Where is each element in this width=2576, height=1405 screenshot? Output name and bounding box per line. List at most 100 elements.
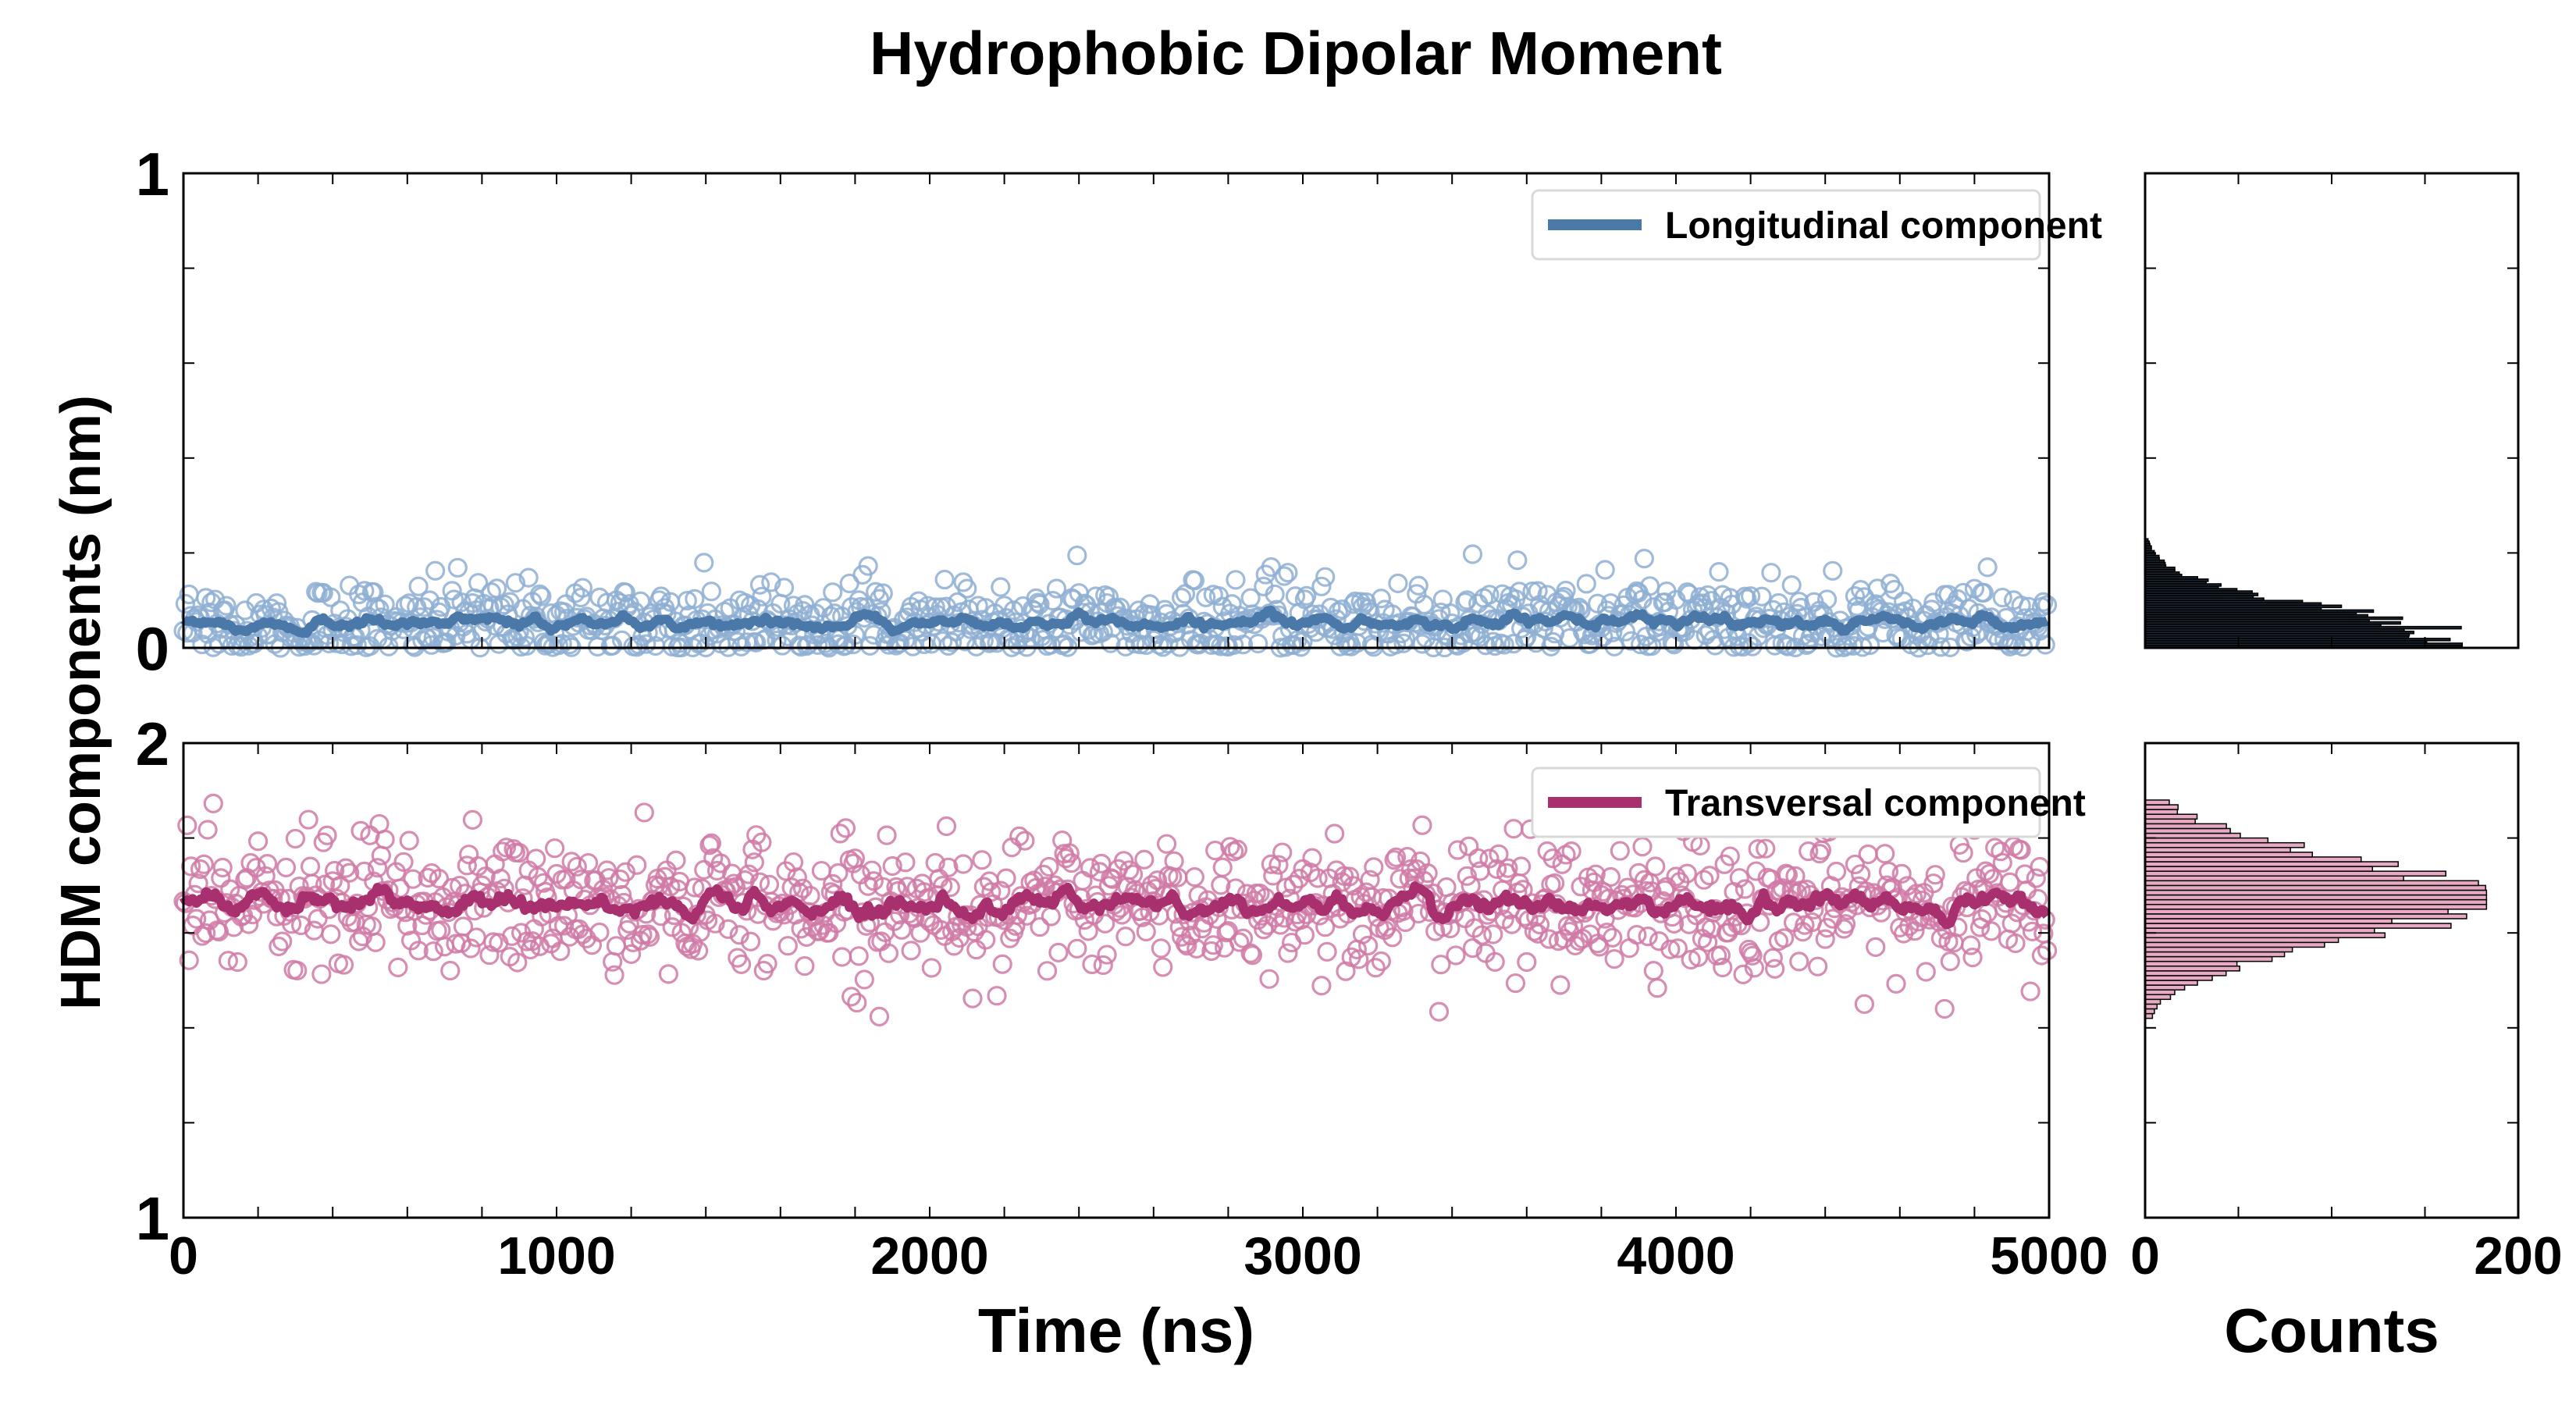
data-point (862, 860, 882, 880)
data-point (1384, 850, 1404, 870)
data-point (1073, 870, 1093, 891)
x-tick-label: 0 (169, 1226, 198, 1286)
histogram-bars (2144, 538, 2464, 649)
data-point (532, 586, 552, 606)
data-point (807, 635, 828, 655)
data-point (1627, 924, 1647, 945)
data-point (375, 829, 395, 850)
data-point (1349, 949, 1369, 969)
data-point (1494, 635, 1514, 655)
data-point (701, 582, 721, 602)
data-point (1808, 956, 1828, 976)
data-point (1891, 863, 1912, 884)
histogram-longitudinal (2144, 172, 2520, 649)
data-point (2011, 840, 2031, 860)
data-point (1498, 858, 1518, 878)
data-point (175, 593, 195, 614)
data-point (440, 960, 461, 981)
data-point (216, 596, 237, 616)
data-point (1660, 939, 1681, 959)
data-point (1184, 867, 1204, 887)
data-point (1604, 636, 1624, 656)
data-point (333, 955, 354, 975)
data-point (1268, 855, 1289, 875)
data-point (1507, 550, 1528, 571)
data-point (1408, 903, 1429, 924)
data-point (496, 838, 517, 858)
data-point (914, 634, 934, 654)
data-point (1352, 924, 1373, 944)
data-point (1317, 941, 1337, 962)
histogram-bar (2144, 884, 2486, 891)
data-point (1774, 928, 1795, 948)
data-point (1992, 852, 2012, 873)
data-point (968, 596, 988, 616)
data-point (630, 591, 651, 611)
histogram-bar (2144, 937, 2339, 944)
data-point (752, 832, 772, 852)
data-point (828, 863, 849, 884)
data-point (1851, 864, 1871, 884)
data-point (533, 873, 553, 893)
data-point (255, 866, 276, 886)
data-point (520, 939, 541, 960)
data-point (509, 842, 529, 863)
data-point (475, 866, 496, 887)
data-point (1977, 557, 1998, 578)
data-point (371, 845, 391, 866)
data-point (744, 852, 764, 873)
legend: Longitudinal component (1531, 189, 2102, 261)
data-point (757, 953, 777, 974)
data-point (710, 853, 731, 873)
data-point (1274, 566, 1294, 586)
data-point (599, 868, 619, 888)
data-point (1412, 815, 1432, 835)
data-point (740, 931, 761, 951)
data-point (761, 572, 781, 592)
data-point (1062, 852, 1082, 873)
data-point (1823, 560, 1843, 581)
data-point (1389, 869, 1410, 889)
data-point (1748, 839, 1768, 859)
data-point (1845, 586, 1866, 606)
data-point (399, 831, 419, 851)
data-point (1918, 635, 1938, 656)
data-point (1485, 951, 1505, 972)
data-point (992, 954, 1012, 974)
data-point (434, 937, 455, 957)
data-point (419, 590, 440, 610)
data-point (1603, 927, 1623, 948)
histogram-bar (2144, 861, 2399, 867)
data-point (787, 867, 807, 887)
data-point (408, 941, 429, 961)
data-point (1489, 844, 1509, 864)
data-point (1694, 870, 1714, 890)
data-point (1455, 908, 1475, 929)
data-point (1777, 636, 1798, 656)
data-point (1756, 838, 1776, 859)
y-tick-label: 0 (136, 614, 169, 683)
data-point (1311, 576, 1332, 596)
histogram-bar (2144, 932, 2386, 939)
data-point (1250, 883, 1270, 904)
scatter-points (173, 544, 2058, 658)
data-point (423, 941, 443, 962)
histogram-bar (2144, 1008, 2155, 1015)
data-point (1667, 938, 1688, 959)
data-point (1961, 935, 1981, 955)
data-point (1059, 843, 1080, 863)
histogram-bar (2144, 960, 2238, 967)
data-point (1172, 587, 1192, 608)
data-point (830, 823, 850, 844)
histogram-bar (2144, 951, 2286, 958)
data-point (1302, 848, 1322, 868)
x-axis-label: Time (ns) (978, 1296, 1254, 1365)
data-point (490, 869, 511, 889)
data-point (1552, 854, 1572, 874)
data-point (1082, 954, 1102, 975)
data-point (1925, 865, 1945, 885)
data-point (1940, 951, 1960, 972)
data-point (1294, 925, 1315, 945)
data-point (1041, 906, 1061, 927)
data-point (468, 573, 489, 593)
